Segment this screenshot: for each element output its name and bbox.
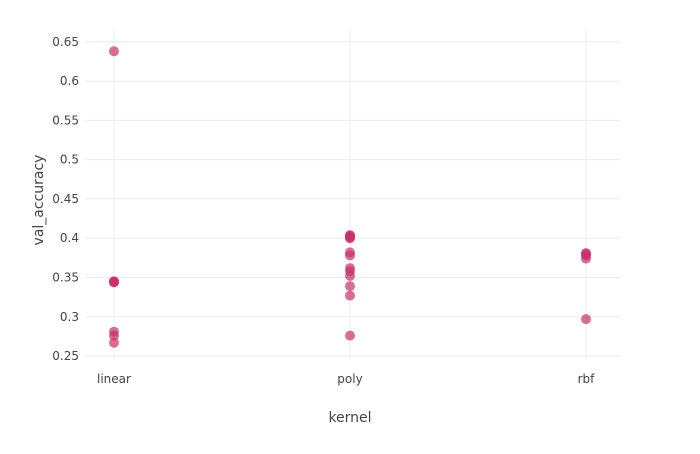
data-point[interactable] <box>109 277 119 288</box>
data-point[interactable] <box>345 233 355 244</box>
data-point[interactable] <box>581 314 591 325</box>
data-points <box>109 46 591 348</box>
x-tick-label: poly <box>337 372 362 386</box>
data-point[interactable] <box>109 46 119 57</box>
y-tick-label: 0.3 <box>60 310 79 324</box>
x-tick-label: linear <box>97 372 131 386</box>
y-tick-label: 0.65 <box>52 35 79 49</box>
y-tick-label: 0.6 <box>60 74 79 88</box>
y-tick-label: 0.35 <box>52 271 79 285</box>
data-point[interactable] <box>345 250 355 261</box>
x-axis-title: kernel <box>328 410 371 426</box>
y-tick-label: 0.45 <box>52 192 79 206</box>
y-gridlines <box>85 41 620 357</box>
data-point[interactable] <box>345 270 355 281</box>
data-point[interactable] <box>345 330 355 341</box>
data-point[interactable] <box>345 290 355 301</box>
y-tick-label: 0.25 <box>52 349 79 363</box>
y-tick-labels: 0.25 0.3 0.35 0.4 0.45 0.5 0.55 0.6 0.65 <box>52 35 79 363</box>
x-tick-labels: linear poly rbf <box>97 372 595 386</box>
data-point[interactable] <box>109 330 119 341</box>
x-gridlines <box>113 30 587 360</box>
y-tick-label: 0.55 <box>52 113 79 127</box>
y-tick-label: 0.4 <box>60 231 79 245</box>
data-point[interactable] <box>109 337 119 348</box>
y-axis-title: val_accuracy <box>31 155 47 246</box>
data-point[interactable] <box>345 281 355 292</box>
data-point[interactable] <box>581 253 591 264</box>
y-tick-label: 0.5 <box>60 153 79 167</box>
x-tick-label: rbf <box>578 372 596 386</box>
